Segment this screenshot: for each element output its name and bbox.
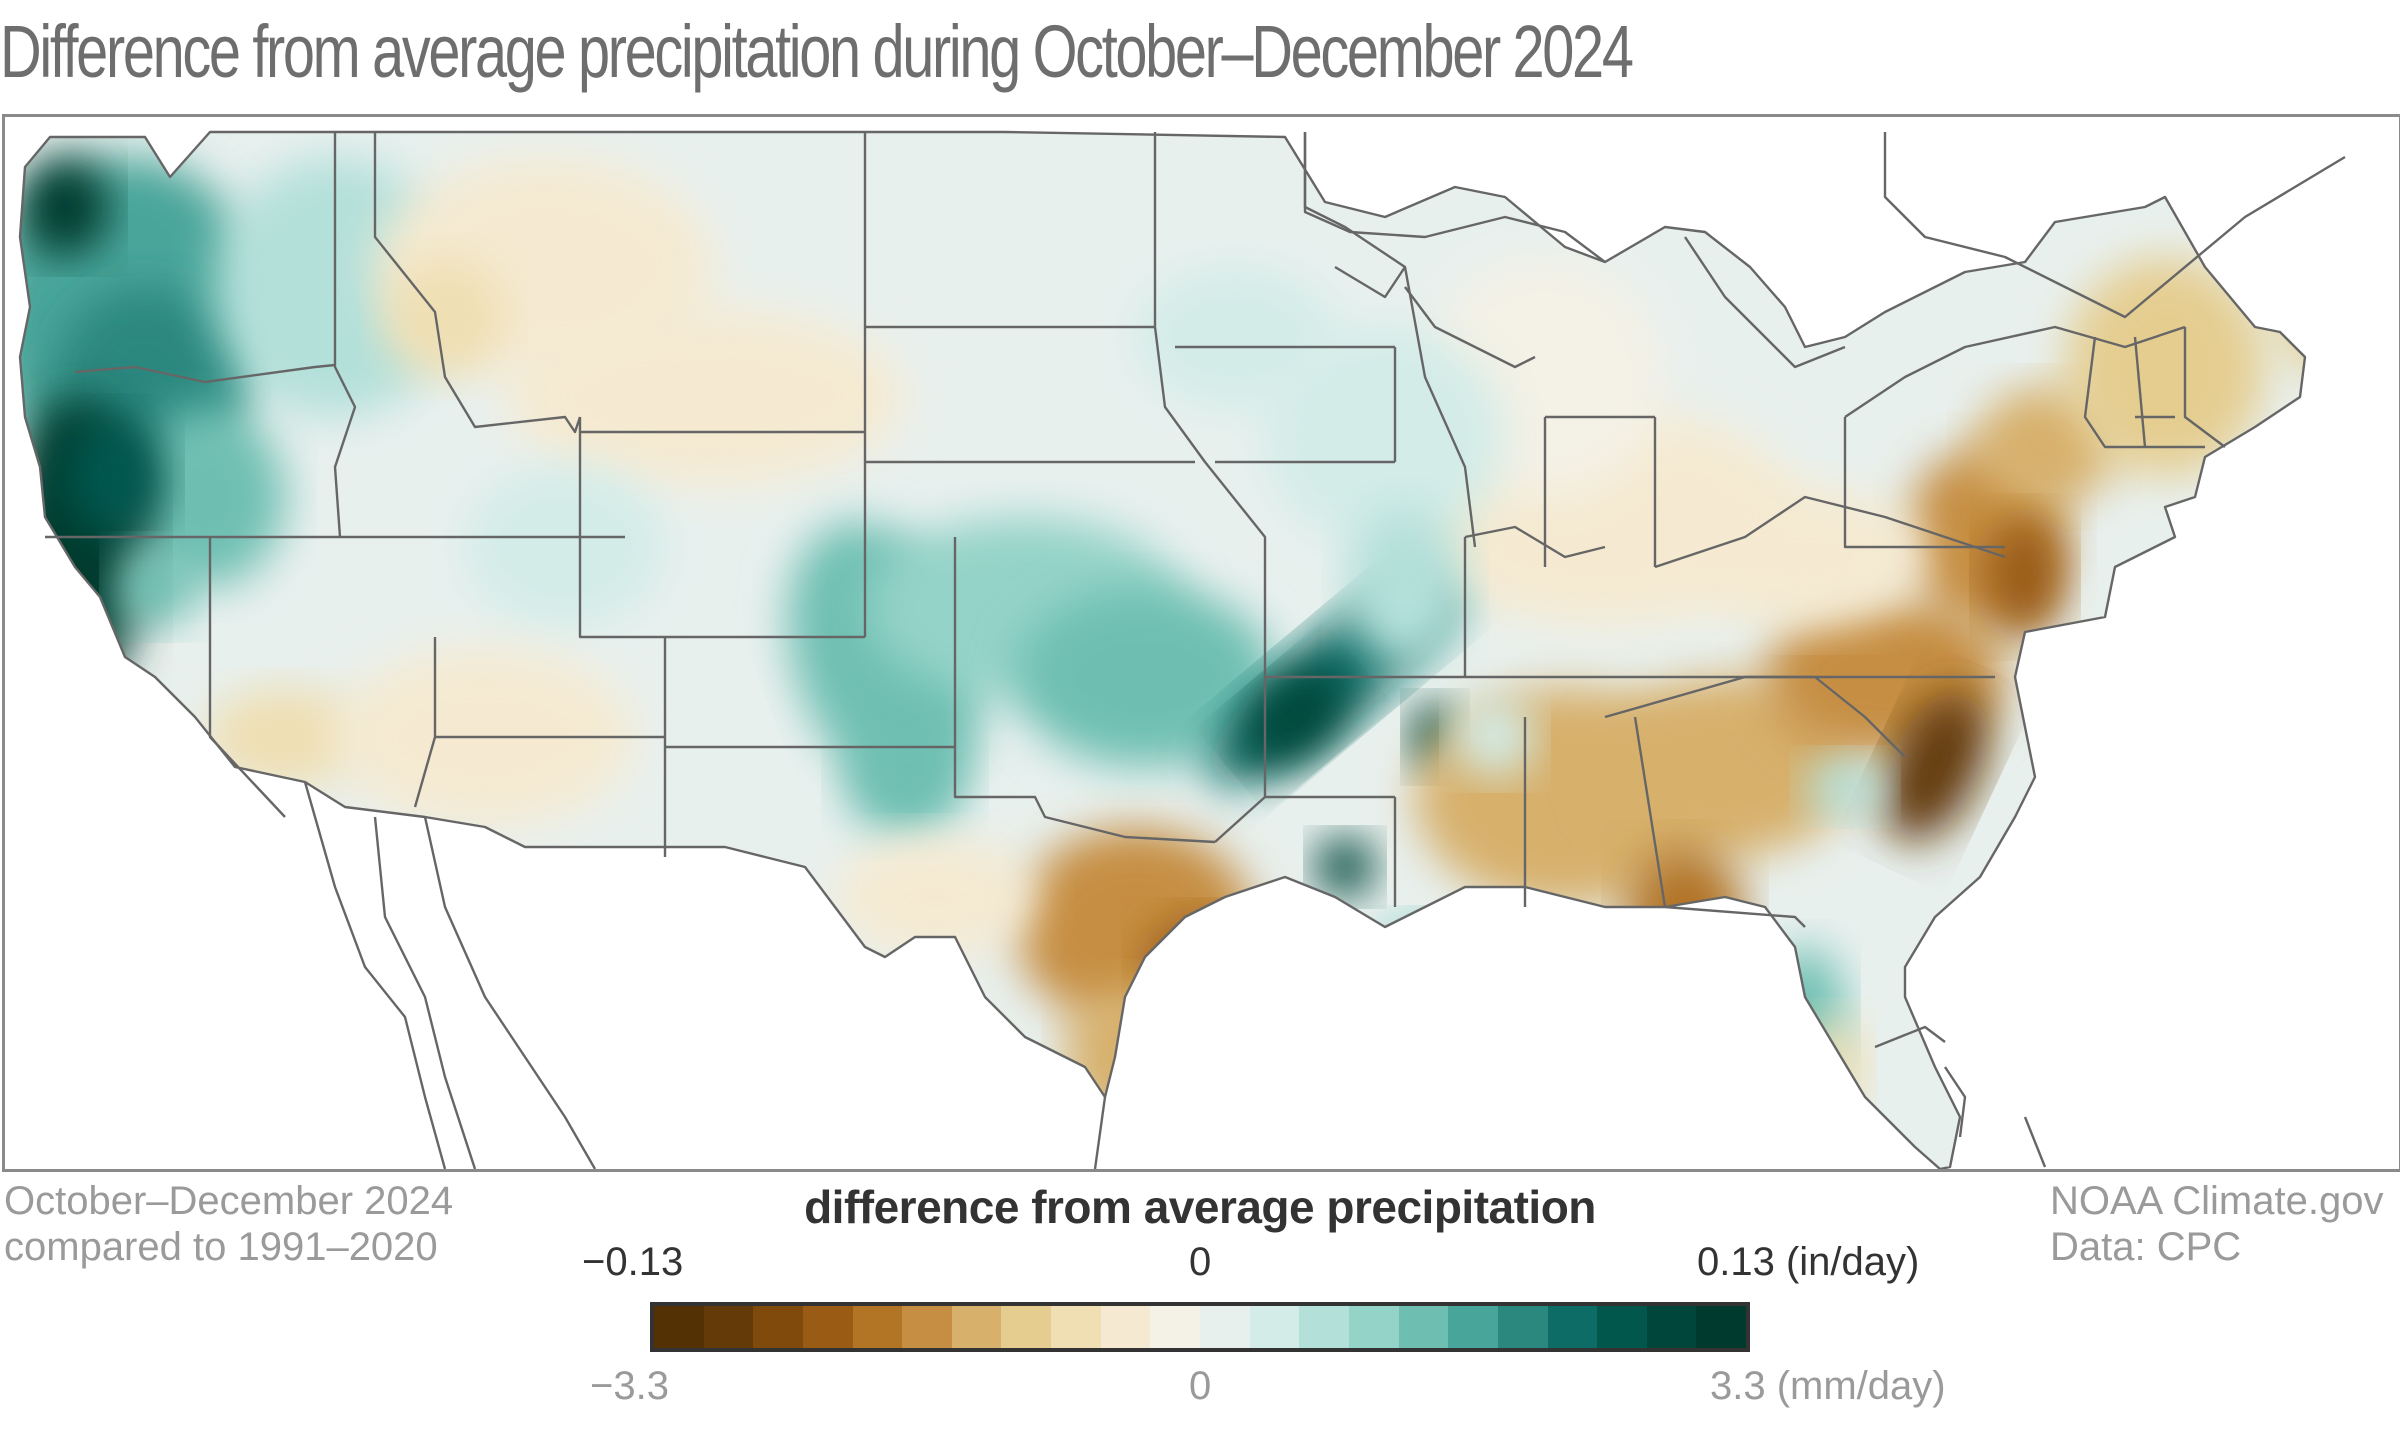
anomaly-blob: [1015, 827, 1255, 1027]
tick-top-max: 0.13 (in/day): [1697, 1240, 1920, 1284]
tick-top-min: −0.13: [582, 1240, 684, 1284]
tick-bottom-min: −3.3: [590, 1364, 669, 1408]
boundary-line: [1093, 1096, 1107, 1169]
colorbar-bin-21: [1696, 1306, 1747, 1348]
colorbar-bin-19: [1597, 1306, 1647, 1348]
colorbar-bin-8: [1051, 1306, 1101, 1348]
anomaly-blob: [1015, 587, 1275, 767]
colorbar-bin-18: [1547, 1306, 1598, 1348]
anomaly-blob: [65, 417, 165, 537]
colorbar-bin-0: [654, 1306, 704, 1348]
colorbar-bin-3: [802, 1306, 853, 1348]
anomaly-blob: [385, 257, 505, 377]
boundary-line: [1604, 675, 1906, 758]
anomaly-blob: [20, 157, 110, 257]
boundary-line: [74, 363, 336, 384]
anomaly-blob: [115, 547, 195, 627]
anomaly-blob: [1985, 517, 2065, 637]
period-note-line2: compared to 1991–2020: [4, 1225, 438, 1269]
anomaly-blob: [465, 467, 665, 627]
anomaly-blob: [2275, 217, 2305, 377]
colorbar-bin-16: [1448, 1306, 1498, 1348]
credit-note: NOAA Climate.gov Data: CPC: [2050, 1178, 2383, 1270]
colorbar-bin-20: [1646, 1306, 1697, 1348]
map-frame: [2, 114, 2400, 1172]
boundary-line: [1843, 417, 2005, 549]
colorbar-bin-4: [852, 1306, 903, 1348]
tick-bottom-max: 3.3 (mm/day): [1710, 1364, 1946, 1408]
colorbar-bin-7: [1001, 1306, 1052, 1348]
boundary-line: [2083, 336, 2205, 449]
anomaly-blob: [1315, 837, 1375, 897]
boundary-line: [1664, 905, 1806, 928]
boundary-line: [1874, 1025, 1946, 1049]
anomaly-blob: [2065, 257, 2265, 477]
colorbar-bin-1: [703, 1306, 754, 1348]
anomaly-blob: [1765, 947, 1845, 1087]
boundary-line: [373, 816, 477, 1169]
anomaly-blob: [1235, 927, 1275, 967]
colorbar-bin-11: [1200, 1306, 1250, 1348]
state-outlines: [18, 130, 2346, 1169]
colorbar-bin-15: [1398, 1306, 1449, 1348]
boundary-line: [2133, 336, 2147, 448]
colorbar-bin-5: [902, 1306, 952, 1348]
land-fill: [20, 132, 2305, 1169]
boundary-line: [208, 537, 286, 818]
boundary-line: [2183, 327, 2226, 448]
boundary-line: [2023, 1116, 2047, 1168]
period-note: October–December 2024 compared to 1991–2…: [4, 1178, 453, 1270]
anomaly-blob: [835, 837, 1035, 957]
credit-line2: Data: CPC: [2050, 1225, 2242, 1269]
colorbar-bin-2: [753, 1306, 803, 1348]
boundary-line: [303, 781, 447, 1169]
tick-top-mid: 0: [1189, 1240, 1212, 1284]
precipitation-anomaly-map: [18, 130, 2346, 1169]
map-title: Difference from average precipitation du…: [0, 10, 1634, 93]
tick-bottom-mid: 0: [1189, 1364, 1212, 1408]
boundary-line: [423, 816, 597, 1169]
anomaly-blob: [1242, 667, 1348, 767]
colorbar-bin-6: [951, 1306, 1002, 1348]
anomaly-blob: [1065, 987, 1185, 1127]
colorbar-bin-17: [1497, 1306, 1548, 1348]
boundary-line: [1303, 132, 1606, 263]
boundary-line: [1633, 716, 1667, 908]
coastline: [18, 130, 2307, 1169]
anomaly-blob: [1135, 267, 1335, 407]
anomaly-blob: [125, 407, 285, 587]
colorbar-bin-12: [1249, 1306, 1300, 1348]
anomaly-blob: [1805, 757, 1885, 817]
boundary-line: [1404, 286, 1536, 369]
boundary-line: [1944, 1066, 1967, 1138]
boundary-line: [1464, 525, 1606, 559]
anomaly-blob: [1265, 327, 1505, 547]
colorbar-bin-9: [1100, 1306, 1151, 1348]
boundary-line: [1684, 236, 1846, 369]
anomaly-blob: [1375, 917, 1495, 977]
colorbar-bin-13: [1299, 1306, 1349, 1348]
colorbar-bin-10: [1150, 1306, 1201, 1348]
anomaly-blob: [205, 687, 365, 787]
period-note-line1: October–December 2024: [4, 1179, 454, 1223]
anomaly-blob: [1625, 847, 1745, 987]
credit-line1: NOAA Climate.gov: [2050, 1179, 2384, 1223]
anomaly-blob: [1455, 697, 1535, 777]
legend-title: difference from average precipitation: [804, 1181, 1596, 1233]
anomaly-blob: [1145, 917, 1265, 1017]
boundary-line: [373, 132, 582, 434]
boundary-line: [1334, 265, 1477, 548]
colorbar-bin-14: [1348, 1306, 1399, 1348]
boundary-line: [1883, 132, 2346, 319]
anomaly-blob: [1805, 1017, 1865, 1117]
anomaly-blob: [505, 307, 905, 487]
anomaly-blob: [1345, 507, 1465, 667]
boundary-line: [578, 537, 865, 639]
boundary-line: [333, 132, 357, 538]
anomaly-blob: [1882, 692, 1988, 842]
colorbar: [650, 1302, 1750, 1352]
boundary-line: [1153, 132, 1267, 677]
anomaly-blob: [845, 717, 965, 837]
